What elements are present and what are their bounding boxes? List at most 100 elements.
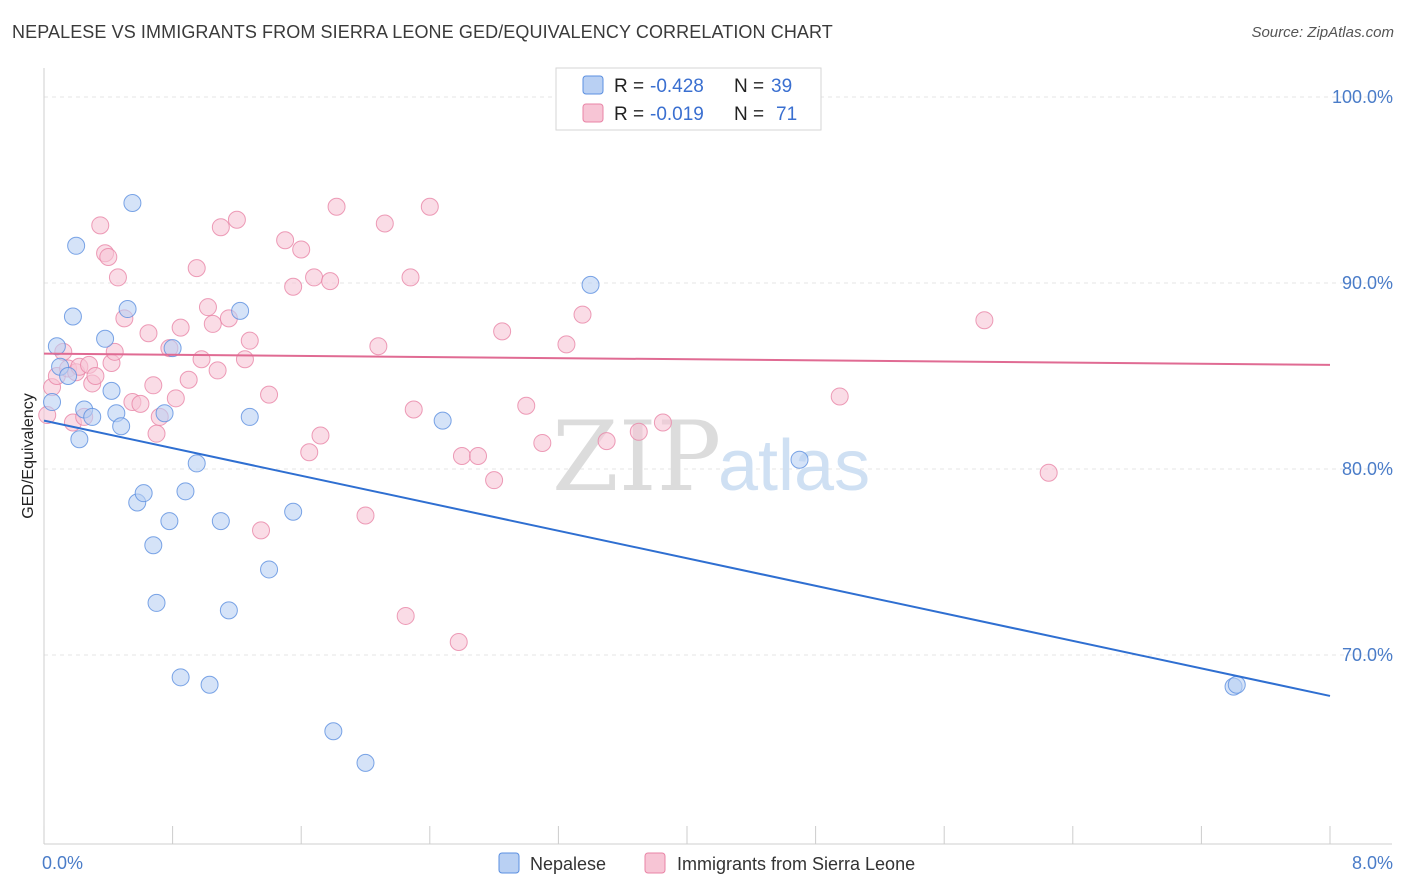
sierra-leone-point-44 [300,443,319,462]
series-legend-swatch-nepalese [498,852,520,874]
sierra-leone-point-31 [198,298,217,317]
sierra-leone-point-55 [420,197,439,216]
y-axis-label: GED/Equivalency [20,393,37,518]
sierra-leone-point-43 [292,240,311,259]
sierra-leone-point-39 [252,521,271,540]
nepalese-point-5 [67,236,86,255]
sierra-leone-point-45 [305,268,324,287]
sierra-leone-point-50 [369,337,388,356]
nepalese-point-4 [63,307,82,326]
watermark-zip: ZIP [552,401,721,513]
y-tick-label-1: 90.0% [1342,273,1393,293]
sierra-leone-point-21 [139,324,158,343]
sierra-leone-point-30 [192,350,211,369]
series-legend-label-sierra: Immigrants from Sierra Leone [677,854,915,874]
nepalese-point-32 [324,722,343,741]
sierra-leone-point-40 [260,385,279,404]
sierra-leone-point-62 [533,433,552,452]
legend-n-label-1: N = [734,104,764,125]
sierra-leone-point-58 [469,446,488,465]
sierra-leone-point-11 [86,367,105,385]
sierra-leone-point-52 [396,606,415,625]
sierra-leone-point-67 [653,413,672,432]
nepalese-point-19 [155,404,174,423]
sierra-leone-point-42 [284,277,303,296]
sierra-leone-point-41 [276,231,295,250]
nepalese-point-33 [356,753,375,772]
sierra-leone-point-54 [404,400,423,419]
sierra-leone-point-38 [240,331,259,350]
sierra-leone-point-70 [1039,463,1058,482]
nepalese-point-34 [433,411,452,430]
nepalese-point-28 [231,301,250,320]
sierra-leone-point-16 [105,342,124,361]
y-axis-tick-labels: 100.0% 90.0% 80.0% 70.0% [1332,87,1393,665]
series-legend: Nepalese Immigrants from Sierra Leone [498,852,915,874]
sierra-leone-point-53 [401,268,420,287]
nepalese-point-22 [171,668,190,687]
nepalese-point-0 [43,393,62,412]
legend-swatch-nepalese [582,75,604,95]
sierra-leone-point-26 [166,389,185,408]
series-legend-label-nepalese: Nepalese [530,854,606,874]
nepalese-point-10 [102,381,121,400]
stats-legend: R = -0.428 N = 39 R = -0.019 N = 71 [555,67,822,131]
sierra-leone-point-61 [517,396,536,415]
nepalese-point-25 [200,675,219,694]
y-tick-label-2: 80.0% [1342,459,1393,479]
x-tick-label-0: 0.0% [42,853,83,873]
sierra-leone-point-57 [452,446,471,465]
nepalese-point-8 [83,407,102,426]
sierra-leone-point-64 [573,305,592,324]
nepalese-point-27 [219,601,238,620]
sierra-leone-point-32 [203,314,222,333]
legend-swatch-sierra [582,103,604,123]
nepalese-point-26 [211,512,230,531]
legend-n-value-1: 71 [776,104,797,125]
sierra-leone-point-23 [147,424,166,443]
trend-lines [43,352,1331,697]
axes [43,68,1392,845]
sierra-leone-point-48 [327,197,346,216]
sierra-leone-point-56 [449,632,468,651]
nepalese-point-23 [176,482,195,501]
sierra-leone-point-69 [975,311,994,330]
sierra-leone-point-60 [493,322,512,341]
chart-title: NEPALESE VS IMMIGRANTS FROM SIERRA LEONE… [12,22,833,42]
sierra-leone-trend-line [43,352,1331,366]
nepalese-point-13 [118,300,137,319]
x-tick-label-1: 8.0% [1352,853,1393,873]
nepalese-point-20 [160,512,179,531]
nepalese-point-24 [187,454,206,473]
sierra-leone-point-66 [629,422,648,441]
sierra-leone-point-37 [235,350,254,369]
legend-n-value-0: 39 [771,76,792,97]
watermark: ZIP atlas [552,401,870,513]
nepalese-point-38 [1227,675,1246,694]
sierra-leone-point-59 [485,471,504,490]
legend-r-label-0: R = [614,76,644,97]
sierra-leone-point-65 [597,432,616,451]
sierra-leone-point-28 [179,370,198,389]
sierra-leone-point-20 [131,394,150,413]
nepalese-point-17 [144,536,163,555]
sierra-leone-point-22 [144,376,163,395]
sierra-leone-point-17 [108,268,127,287]
nepalese-point-12 [112,417,131,436]
nepalese-point-1 [47,337,66,356]
gridlines [44,96,1392,656]
nepalese-point-29 [240,407,259,426]
sierra-leone-point-12 [91,216,110,235]
legend-r-value-1: -0.019 [650,104,704,125]
nepalese-point-35 [581,275,600,294]
sierra-leone-point-27 [171,318,190,337]
nepalese-point-9 [96,329,115,348]
sierra-leone-point-29 [187,259,206,278]
nepalese-point-3 [59,367,78,385]
sierra-leone-point-68 [830,387,849,406]
sierra-leone-point-33 [208,361,227,380]
legend-r-label-1: R = [614,104,644,125]
y-tick-label-3: 70.0% [1342,645,1393,665]
sierra-leone-point-36 [227,210,246,229]
sierra-leone-point-51 [375,214,394,233]
